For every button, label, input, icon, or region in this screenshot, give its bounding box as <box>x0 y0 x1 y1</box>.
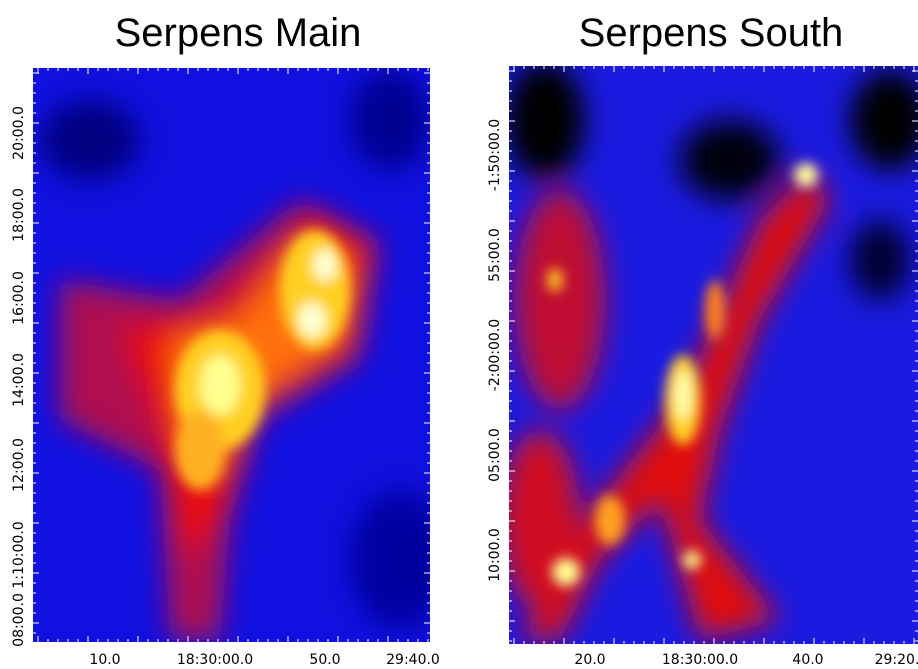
x-tick-label: 29:20. <box>875 652 918 668</box>
x-tick-label: 50.0 <box>309 652 340 668</box>
map-image <box>33 68 450 642</box>
x-tick-label: 10.0 <box>89 652 120 668</box>
y-tick-label: 08:00.0 <box>11 593 27 647</box>
x-tick-label: 40.0 <box>792 652 823 668</box>
y-tick-label: 18:00.0 <box>11 188 27 242</box>
y-tick-label: 10:00.0 <box>487 528 503 582</box>
x-tick-label: 29:40.0 <box>386 652 440 668</box>
panel-title: Serpens Main <box>115 11 362 55</box>
y-tick-label: 16:00.0 <box>11 271 27 325</box>
y-tick-label: 05:00.0 <box>487 428 503 482</box>
y-tick-label: 14:00.0 <box>11 353 27 407</box>
x-tick-label: 20.0 <box>574 652 605 668</box>
y-tick-label: 55:00.0 <box>487 228 503 282</box>
x-tick-label: 18:30:00.0 <box>177 652 253 668</box>
panel-title: Serpens South <box>579 11 844 55</box>
y-tick-label: 12:00.0 <box>11 438 27 492</box>
y-tick-label: -1:50:00.0 <box>487 119 503 191</box>
figure: Serpens Main Serpens South <box>0 0 918 669</box>
y-tick-label: 1:10:00.0 <box>11 521 27 588</box>
x-tick-label: 18:30:00.0 <box>662 652 738 668</box>
y-tick-label: -2:00:00.0 <box>487 319 503 391</box>
y-tick-label: 20:00.0 <box>11 106 27 160</box>
map-image <box>500 60 918 644</box>
